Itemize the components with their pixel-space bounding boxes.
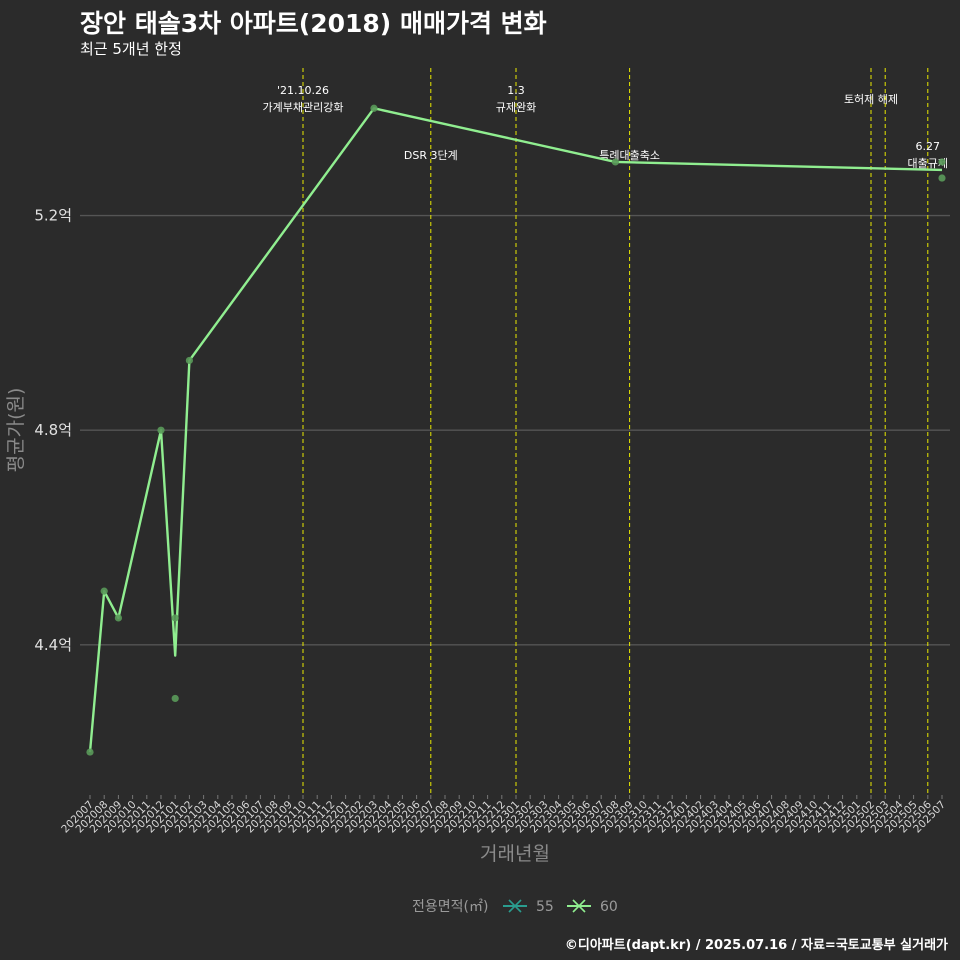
grid-lines — [80, 214, 950, 646]
data-point — [370, 104, 378, 112]
y-axis-title: 평균가(원) — [5, 388, 27, 473]
data-point — [938, 158, 946, 166]
legend: 전용면적(㎡) 55 60 — [412, 899, 618, 915]
event-label: '21.10.26 — [277, 84, 329, 97]
data-point — [86, 748, 94, 756]
event-label: 6.27 — [916, 140, 941, 153]
x-axis-ticks: 2020072020082020092020102020112020122021… — [59, 795, 948, 835]
y-tick-label: 5.2억 — [34, 207, 72, 225]
legend-title: 전용면적(㎡) — [412, 899, 488, 915]
data-point — [611, 158, 620, 166]
x-axis-title: 거래년월 — [480, 843, 550, 865]
y-axis-ticks: 4.4억 4.8억 5.2억 — [34, 207, 72, 654]
data-point — [185, 356, 193, 365]
data-point — [938, 174, 946, 182]
event-label: 1.3 — [507, 84, 525, 97]
legend-label-55: 55 — [536, 899, 554, 915]
chart-subtitle: 최근 5개년 한정 — [80, 40, 182, 58]
y-tick-label: 4.8억 — [34, 421, 72, 439]
data-point — [171, 614, 179, 622]
legend-key-cross — [508, 899, 522, 913]
data-point — [171, 694, 179, 703]
event-label: 토허제 해제 — [844, 92, 898, 106]
legend-label-60: 60 — [600, 899, 618, 915]
data-point — [100, 587, 108, 595]
data-point — [114, 614, 122, 622]
series-line-60 — [88, 107, 943, 753]
legend-key-cross — [572, 899, 586, 913]
series-layer — [86, 104, 946, 756]
source-caption: ©디아파트(dapt.kr) / 2025.07.16 / 자료=국토교통부 실… — [564, 938, 948, 953]
event-label: DSR 3단계 — [404, 149, 458, 162]
event-label: 규제완화 — [496, 101, 536, 114]
y-tick-label: 4.4억 — [34, 636, 72, 654]
data-point — [157, 426, 165, 434]
chart-title: 장안 태솔3차 아파트(2018) 매매가격 변화 — [80, 9, 547, 38]
event-label: 가계부채관리강화 — [263, 101, 344, 114]
event-label: 대출규제 — [908, 157, 948, 170]
